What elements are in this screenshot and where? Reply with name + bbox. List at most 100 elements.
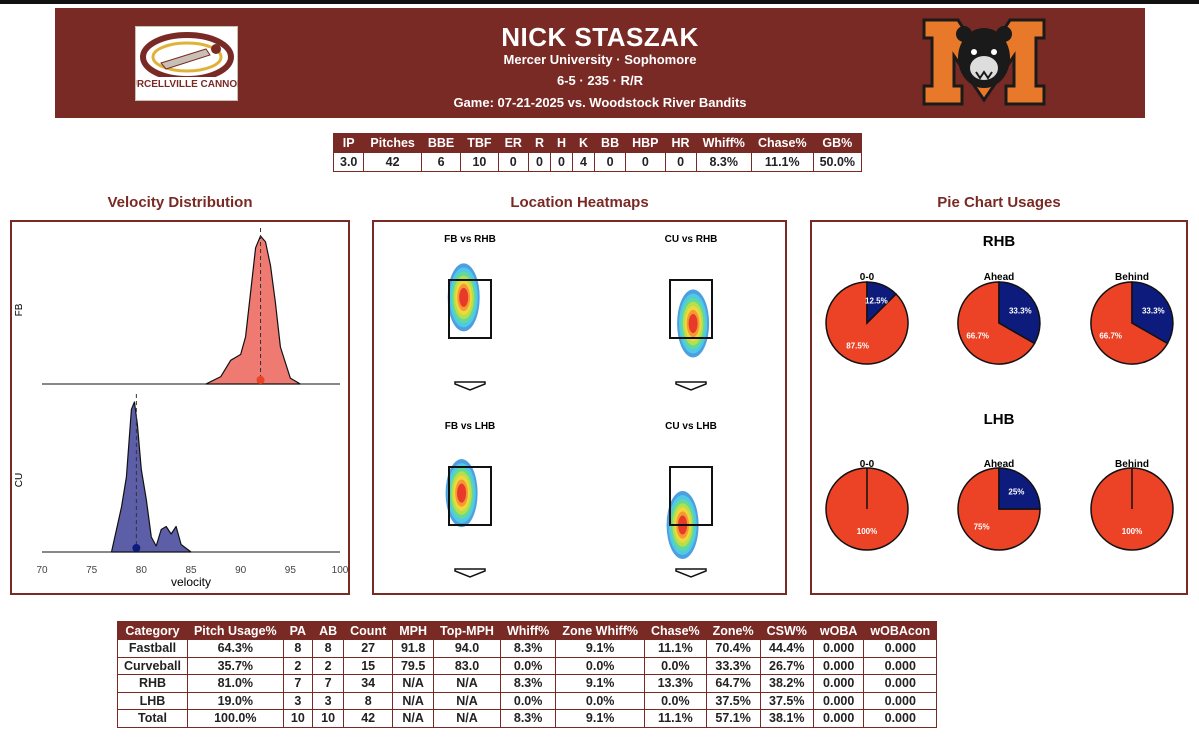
velocity-section-title: Velocity Distribution	[107, 194, 253, 211]
summary-value-cell: 11.1%	[750, 152, 814, 172]
logo-wordmark: PURCELLVILLE CANNONS	[136, 79, 239, 90]
pitch-table-header-cell: AB	[312, 621, 345, 640]
pitch-table-cell: N/A	[392, 709, 435, 728]
summary-value-row: 3.0 42 6 10 0 0 0 4 0 0 0 8.3% 11.1% 50.…	[332, 152, 863, 172]
pitch-table-row: Fastball 64.3% 8 8 27 91.8 94.0 8.3% 9.1% 11.1% 70…	[117, 639, 938, 658]
summary-value-cell: 8.3%	[695, 152, 752, 172]
pitch-table-cell: LHB	[117, 691, 188, 710]
pitch-table-cell: 0.000	[812, 639, 865, 658]
pitch-table-cell: 57.1%	[705, 709, 761, 728]
pitch-table-cell: 91.8	[392, 639, 435, 658]
pie-slice-label: 87.5%	[846, 342, 869, 351]
mercer-bears-logo	[920, 16, 1048, 107]
pitch-table-cell: 81.0%	[186, 674, 284, 693]
strike-zone	[669, 279, 713, 339]
pitch-table-cell: 100.0%	[186, 709, 284, 728]
summary-value-cell: 0	[549, 152, 574, 172]
summary-value-cell: 0	[527, 152, 551, 172]
pitch-table-cell: 0.000	[863, 674, 938, 693]
pitch-table-cell: 0.000	[863, 639, 938, 658]
pitch-breakdown-table: Category Pitch Usage% PA AB Count MPH Top-MPH W…	[117, 621, 938, 728]
home-plate	[454, 568, 486, 578]
mean-dot	[256, 376, 265, 384]
player-school: Mercer University · Sophomore	[503, 52, 697, 67]
pie-usage-chart: RHB 0-0 87.5% 12.5% Ahead 66.7% 33.3% Behind 66.…	[825, 233, 1174, 551]
heat-contour	[688, 314, 698, 333]
pitch-table-cell: 9.1%	[555, 674, 645, 693]
pitch-table-cell: N/A	[392, 691, 435, 710]
pie-slice-label: 12.5%	[865, 296, 888, 305]
x-axis-label: velocity	[171, 575, 211, 589]
heatmap-title: FB vs LHB	[445, 421, 496, 432]
heatmap-title: CU vs RHB	[665, 234, 718, 245]
pitch-table-row: RHB 81.0% 7 7 34 N/A N/A 8.3% 9.1% 13.3% 64.7% 38.2…	[117, 674, 938, 693]
heatmap-title: CU vs LHB	[665, 421, 717, 432]
pitch-table-cell: 42	[343, 709, 394, 728]
summary-value-cell: 50.0%	[812, 152, 863, 172]
pie-slice-label: 33.3%	[1009, 307, 1032, 316]
pie-slice-cu	[998, 281, 1041, 345]
summary-header-cell: Chase%	[750, 133, 814, 153]
pie-panel: RHB 0-0 87.5% 12.5% Ahead 66.7% 33.3% Behind 66.…	[810, 220, 1188, 595]
density-cu	[110, 401, 192, 553]
summary-header-cell: HBP	[625, 133, 666, 153]
pitch-table-cell: 8	[343, 691, 394, 710]
pie-slice-label: 75%	[974, 522, 990, 531]
strike-zone	[669, 466, 713, 526]
summary-value-cell: 42	[363, 152, 422, 172]
pitch-table-cell: Fastball	[117, 639, 188, 658]
pitch-table-cell: 35.7%	[186, 656, 284, 675]
home-plate	[454, 381, 486, 391]
summary-value-cell: 0	[664, 152, 697, 172]
pitch-table-header-cell: Category	[117, 621, 188, 640]
pitch-table-header-cell: PA	[282, 621, 314, 640]
pitch-table-cell: 9.1%	[555, 709, 645, 728]
x-tick-label: 100	[332, 565, 348, 576]
pitch-table-cell: 0.000	[863, 656, 938, 675]
x-tick-label: 90	[235, 565, 247, 576]
pie-slice-label: 66.7%	[1099, 331, 1122, 340]
pie-slice-cu	[998, 467, 1041, 510]
summary-value-cell: 0	[497, 152, 529, 172]
summary-header-cell: BBE	[420, 133, 462, 153]
pitch-table-cell: 0.000	[812, 674, 865, 693]
pitch-table-cell: 27	[343, 639, 394, 658]
pitch-table-cell: 3	[312, 691, 345, 710]
series-label: CU	[14, 473, 25, 487]
pitch-table-header-cell: CSW%	[759, 621, 814, 640]
pitch-table-cell: 0.0%	[644, 691, 707, 710]
summary-value-cell: 3.0	[332, 152, 365, 172]
pitch-table-cell: 94.0	[433, 639, 501, 658]
pitch-table-row: Curveball 35.7% 2 2 15 79.5 83.0 0.0% 0.0% 0.0% 33…	[117, 656, 938, 675]
x-tick-label: 85	[185, 565, 197, 576]
pitch-table-header-cell: Whiff%	[499, 621, 557, 640]
pitch-table-cell: 83.0	[433, 656, 501, 675]
heat-contour	[457, 483, 467, 503]
home-plate	[675, 381, 707, 391]
summary-header-cell: BB	[594, 133, 627, 153]
pie-count-label: 0-0	[860, 272, 875, 283]
summary-header-cell: TBF	[460, 133, 499, 153]
home-plate	[675, 568, 707, 578]
pitch-table-header-cell: Pitch Usage%	[186, 621, 284, 640]
x-tick-label: 75	[86, 565, 98, 576]
heatmap-panel: FB vs RHB CU vs RHB FB vs LHB CU vs LHB	[372, 220, 787, 595]
pitch-table-cell: N/A	[392, 674, 435, 693]
pitch-table-cell: 0.000	[863, 709, 938, 728]
pitch-table-cell: 0.0%	[555, 691, 645, 710]
top-border	[0, 0, 1199, 4]
pie-slice-label: 66.7%	[966, 331, 989, 340]
pitch-table-cell: 38.2%	[759, 674, 814, 693]
pitch-table-row: LHB 19.0% 3 3 8 N/A N/A 0.0% 0.0% 0.0% 37.5% 37.5% 0…	[117, 691, 938, 710]
pitch-table-cell: 10	[312, 709, 345, 728]
heatmap-section-title: Location Heatmaps	[510, 194, 649, 211]
pie-slice-fb	[957, 467, 1041, 551]
pitch-table-cell: 8	[282, 639, 314, 658]
pitch-table-cell: RHB	[117, 674, 188, 693]
pitch-table-cell: 44.4%	[759, 639, 814, 658]
pie-slice-label: 25%	[1008, 488, 1024, 497]
velocity-panel: FB CU 70 75 80 85 90 95 100 velocity	[10, 220, 350, 595]
pitch-table-cell: 11.1%	[644, 709, 707, 728]
pitch-table-cell: 64.7%	[705, 674, 761, 693]
pitch-table-cell: 8	[312, 639, 345, 658]
